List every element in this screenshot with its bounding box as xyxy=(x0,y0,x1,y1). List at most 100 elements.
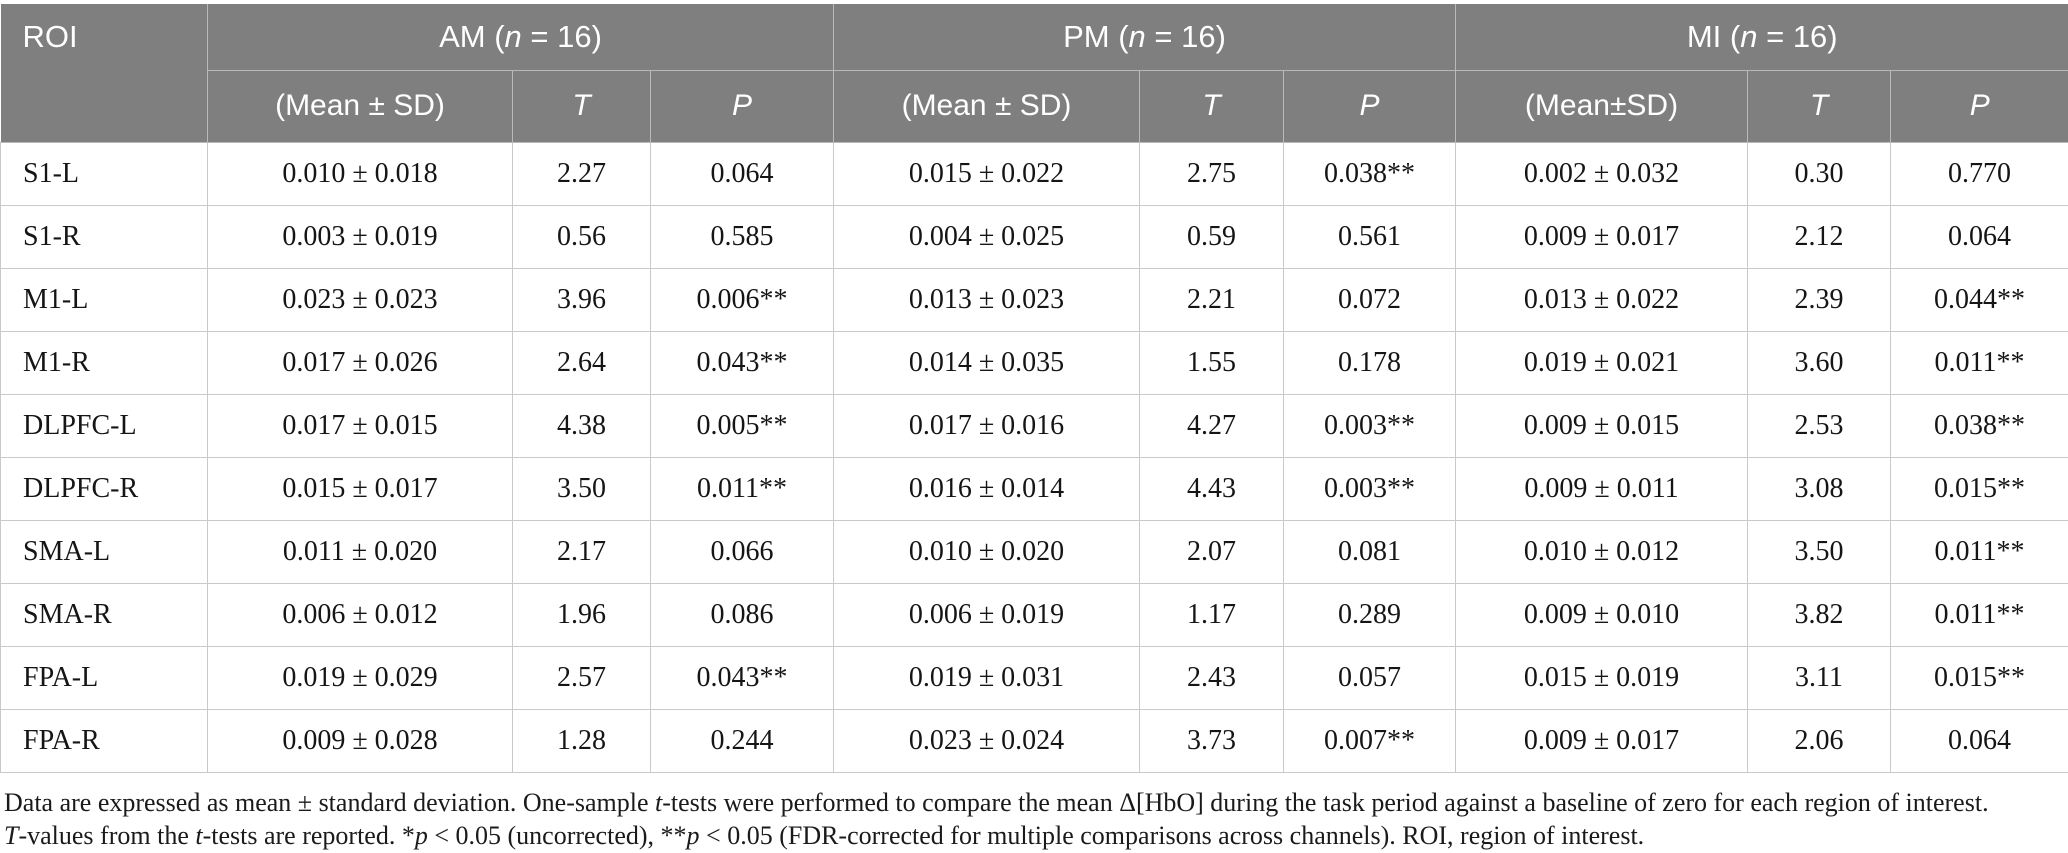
am-mean-sd-cell: 0.010 ± 0.018 xyxy=(207,141,513,206)
pm-t-cell: 2.21 xyxy=(1139,267,1284,332)
pm-t-cell: 4.43 xyxy=(1139,456,1284,521)
am-p-cell: 0.244 xyxy=(650,708,834,773)
pm-p-cell: 0.038** xyxy=(1283,141,1456,206)
am-t-cell: 1.28 xyxy=(512,708,651,773)
table-row: M1-L 0.023 ± 0.023 3.96 0.006** 0.013 ± 0.02… xyxy=(0,267,2068,332)
pm-t-cell: 0.59 xyxy=(1139,204,1284,269)
table-row: DLPFC-L 0.017 ± 0.015 4.38 0.005** 0.017 ± 0… xyxy=(0,393,2068,458)
table-row: SMA-L 0.011 ± 0.020 2.17 0.066 0.010 ± 0.020… xyxy=(0,519,2068,584)
am-p-cell: 0.011** xyxy=(650,456,834,521)
roi-cell: SMA-R xyxy=(0,582,208,647)
mi-t-cell: 3.82 xyxy=(1747,582,1891,647)
pm-t-cell: 2.43 xyxy=(1139,645,1284,710)
mi-t-cell: 3.60 xyxy=(1747,330,1891,395)
pm-p-cell: 0.057 xyxy=(1283,645,1456,710)
mi-mean-sd-header: (Mean±SD) xyxy=(1455,69,1748,143)
pm-mean-sd-cell: 0.014 ± 0.035 xyxy=(833,330,1140,395)
pm-p-cell: 0.561 xyxy=(1283,204,1456,269)
pm-t-cell: 4.27 xyxy=(1139,393,1284,458)
table-row: S1-R 0.003 ± 0.019 0.56 0.585 0.004 ± 0.025 0… xyxy=(0,204,2068,269)
pm-mean-sd-cell: 0.019 ± 0.031 xyxy=(833,645,1140,710)
mi-mean-sd-cell: 0.009 ± 0.011 xyxy=(1455,456,1748,521)
table-row: FPA-R 0.009 ± 0.028 1.28 0.244 0.023 ± 0.024… xyxy=(0,708,2068,773)
group-header-mi: MI (n = 16) xyxy=(1455,4,2068,71)
mi-mean-sd-cell: 0.009 ± 0.017 xyxy=(1455,708,1748,773)
am-t-cell: 2.17 xyxy=(512,519,651,584)
group-header-row: ROI AM (n = 16) PM (n = 16) MI (n = 16) xyxy=(0,4,2068,143)
table-row: S1-L 0.010 ± 0.018 2.27 0.064 0.015 ± 0.022 2… xyxy=(0,141,2068,206)
mi-t-cell: 3.11 xyxy=(1747,645,1891,710)
am-p-header: P xyxy=(650,69,834,143)
mi-mean-sd-cell: 0.019 ± 0.021 xyxy=(1455,330,1748,395)
am-t-cell: 2.57 xyxy=(512,645,651,710)
roi-cell: DLPFC-R xyxy=(0,456,208,521)
pm-p-cell: 0.081 xyxy=(1283,519,1456,584)
mi-t-cell: 2.06 xyxy=(1747,708,1891,773)
pm-p-cell: 0.178 xyxy=(1283,330,1456,395)
roi-column-header: ROI xyxy=(0,4,208,143)
mi-p-cell: 0.770 xyxy=(1890,141,2068,206)
pm-mean-sd-cell: 0.010 ± 0.020 xyxy=(833,519,1140,584)
pm-t-cell: 1.55 xyxy=(1139,330,1284,395)
mi-p-cell: 0.011** xyxy=(1890,330,2068,395)
am-p-cell: 0.064 xyxy=(650,141,834,206)
table-header: ROI AM (n = 16) PM (n = 16) MI (n = 16) … xyxy=(0,4,2068,143)
roi-cell: S1-L xyxy=(0,141,208,206)
pm-mean-sd-cell: 0.006 ± 0.019 xyxy=(833,582,1140,647)
group-header-am: AM (n = 16) xyxy=(207,4,834,71)
mi-t-cell: 3.50 xyxy=(1747,519,1891,584)
mi-p-cell: 0.064 xyxy=(1890,708,2068,773)
subcolumn-header-row: (Mean ± SD) T P (Mean ± SD) T P (Mean±SD… xyxy=(1,69,2068,143)
roi-statistics-table: ROI AM (n = 16) PM (n = 16) MI (n = 16) … xyxy=(0,4,2068,773)
pm-t-cell: 1.17 xyxy=(1139,582,1284,647)
am-mean-sd-cell: 0.023 ± 0.023 xyxy=(207,267,513,332)
am-t-cell: 4.38 xyxy=(512,393,651,458)
footnote-line: Data are expressed as mean ± standard de… xyxy=(4,787,1989,817)
mi-p-cell: 0.011** xyxy=(1890,519,2068,584)
mi-p-cell: 0.011** xyxy=(1890,582,2068,647)
am-t-cell: 2.64 xyxy=(512,330,651,395)
mi-mean-sd-cell: 0.015 ± 0.019 xyxy=(1455,645,1748,710)
table-body: S1-L 0.010 ± 0.018 2.27 0.064 0.015 ± 0.022 2… xyxy=(0,141,2068,773)
table-row: M1-R 0.017 ± 0.026 2.64 0.043** 0.014 ± 0.03… xyxy=(0,330,2068,395)
pm-mean-sd-cell: 0.023 ± 0.024 xyxy=(833,708,1140,773)
am-mean-sd-cell: 0.003 ± 0.019 xyxy=(207,204,513,269)
roi-cell: S1-R xyxy=(0,204,208,269)
mi-p-cell: 0.044** xyxy=(1890,267,2068,332)
table-row: DLPFC-R 0.015 ± 0.017 3.50 0.011** 0.016 ± 0… xyxy=(0,456,2068,521)
roi-cell: SMA-L xyxy=(0,519,208,584)
mi-mean-sd-cell: 0.010 ± 0.012 xyxy=(1455,519,1748,584)
pm-mean-sd-cell: 0.004 ± 0.025 xyxy=(833,204,1140,269)
roi-cell: DLPFC-L xyxy=(0,393,208,458)
am-p-cell: 0.585 xyxy=(650,204,834,269)
pm-t-cell: 2.07 xyxy=(1139,519,1284,584)
mi-mean-sd-cell: 0.009 ± 0.015 xyxy=(1455,393,1748,458)
am-p-cell: 0.086 xyxy=(650,582,834,647)
am-mean-sd-cell: 0.017 ± 0.015 xyxy=(207,393,513,458)
mi-t-cell: 0.30 xyxy=(1747,141,1891,206)
roi-cell: M1-R xyxy=(0,330,208,395)
pm-t-cell: 2.75 xyxy=(1139,141,1284,206)
pm-mean-sd-cell: 0.016 ± 0.014 xyxy=(833,456,1140,521)
mi-t-cell: 3.08 xyxy=(1747,456,1891,521)
pm-p-cell: 0.007** xyxy=(1283,708,1456,773)
am-t-cell: 3.50 xyxy=(512,456,651,521)
pm-t-cell: 3.73 xyxy=(1139,708,1284,773)
am-t-cell: 2.27 xyxy=(512,141,651,206)
mi-mean-sd-cell: 0.009 ± 0.017 xyxy=(1455,204,1748,269)
footnote-line: T-values from the t-tests are reported. … xyxy=(4,820,1645,850)
mi-t-cell: 2.53 xyxy=(1747,393,1891,458)
am-p-cell: 0.005** xyxy=(650,393,834,458)
pm-p-cell: 0.003** xyxy=(1283,456,1456,521)
am-p-cell: 0.006** xyxy=(650,267,834,332)
pm-p-header: P xyxy=(1283,69,1456,143)
mi-p-cell: 0.015** xyxy=(1890,456,2068,521)
am-p-cell: 0.066 xyxy=(650,519,834,584)
am-t-header: T xyxy=(512,69,651,143)
am-mean-sd-cell: 0.017 ± 0.026 xyxy=(207,330,513,395)
am-mean-sd-cell: 0.015 ± 0.017 xyxy=(207,456,513,521)
table-footnote: Data are expressed as mean ± standard de… xyxy=(0,786,2068,852)
roi-cell: FPA-R xyxy=(0,708,208,773)
mi-mean-sd-cell: 0.002 ± 0.032 xyxy=(1455,141,1748,206)
